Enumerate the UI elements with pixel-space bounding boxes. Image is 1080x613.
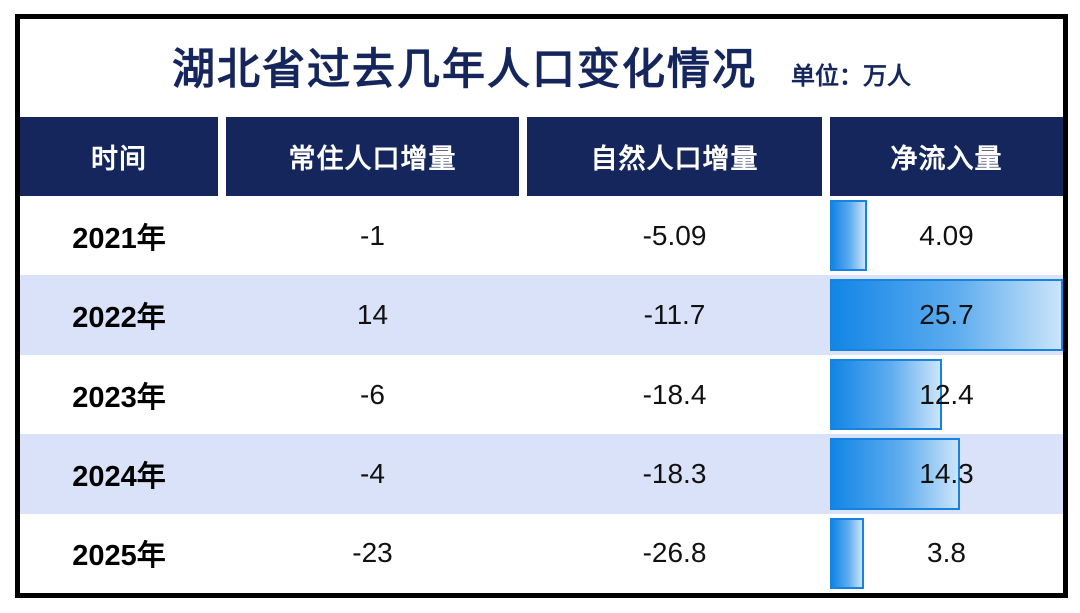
- net-inflow-cell: 3.8: [830, 514, 1063, 593]
- resident-increment-value: 14: [356, 299, 389, 331]
- header-cell-time: 时间: [20, 117, 218, 196]
- table-row: 2024年 -4 -18.3 14.3: [20, 434, 1063, 514]
- resident-increment-value: -1: [360, 219, 385, 251]
- resident-increment-value: -4: [360, 457, 385, 489]
- table-header-row: 时间 常住人口增量 自然人口增量 净流入量: [20, 117, 1063, 196]
- table-row: 2025年 -23 -26.8 3.8: [20, 513, 1063, 594]
- page-title: 湖北省过去几年人口变化情况: [172, 46, 757, 94]
- net-inflow-cell: 14.3: [830, 434, 1063, 513]
- year-cell-label: 2023年: [72, 381, 166, 414]
- resident-increment-value: -23: [352, 537, 393, 569]
- header-cell-resident-increment: 常住人口增量: [226, 117, 519, 196]
- table-body: 2021年 -1 -5.09 4.09 2022年 14 -11.7 25.7 …: [20, 196, 1063, 594]
- header-cell-natural-increment: 自然人口增量: [527, 117, 822, 196]
- natural-increment-value: -18.4: [642, 378, 707, 410]
- natural-increment-value: -5.09: [642, 219, 707, 251]
- table-row: 2021年 -1 -5.09 4.09: [20, 196, 1063, 276]
- net-inflow-bar: [830, 438, 960, 510]
- net-inflow-value: 25.7: [919, 299, 974, 331]
- year-cell-label: 2025年: [72, 540, 166, 573]
- natural-increment-value: -11.7: [643, 299, 706, 331]
- resident-increment-value: -6: [360, 378, 385, 410]
- infographic-frame: 湖北省过去几年人口变化情况 单位：万人 时间 常住人口增量 自然人口增量 净流入…: [15, 14, 1068, 598]
- net-inflow-cell: 25.7: [830, 275, 1063, 354]
- year-cell-label: 2021年: [72, 222, 166, 255]
- header-cell-net-inflow: 净流入量: [830, 117, 1063, 196]
- table-row: 2023年 -6 -18.4 12.4: [20, 354, 1063, 435]
- net-inflow-bar: [830, 200, 868, 272]
- net-inflow-value: 3.8: [927, 537, 966, 569]
- net-inflow-bar: [830, 517, 865, 590]
- unit-label: 单位：万人: [791, 63, 911, 90]
- net-inflow-value: 12.4: [919, 378, 974, 410]
- net-inflow-cell: 4.09: [830, 196, 1063, 275]
- table-row: 2022年 14 -11.7 25.7: [20, 275, 1063, 355]
- net-inflow-value: 14.3: [919, 457, 974, 489]
- net-inflow-bar: [830, 358, 943, 431]
- net-inflow-cell: 12.4: [830, 355, 1063, 434]
- net-inflow-value: 4.09: [919, 219, 974, 251]
- title-area: 湖北省过去几年人口变化情况 单位：万人: [20, 19, 1063, 117]
- year-cell-label: 2022年: [72, 302, 166, 335]
- natural-increment-value: -26.8: [642, 537, 707, 569]
- net-inflow-bar: [830, 279, 1063, 351]
- year-cell-label: 2024年: [72, 460, 166, 493]
- natural-increment-value: -18.3: [642, 457, 707, 489]
